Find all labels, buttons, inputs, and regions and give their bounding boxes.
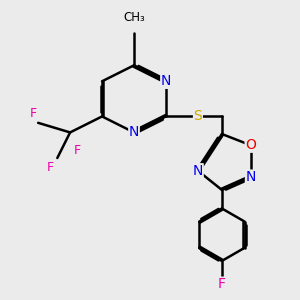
Text: F: F [29,106,37,120]
Text: N: N [245,170,256,184]
Text: O: O [245,138,256,152]
Text: CH₃: CH₃ [123,11,145,24]
Text: N: N [161,74,171,88]
Text: F: F [46,160,53,173]
Text: S: S [194,110,202,123]
Text: F: F [218,277,226,291]
Text: N: N [193,164,203,178]
Text: N: N [129,125,139,140]
Text: F: F [74,144,81,157]
